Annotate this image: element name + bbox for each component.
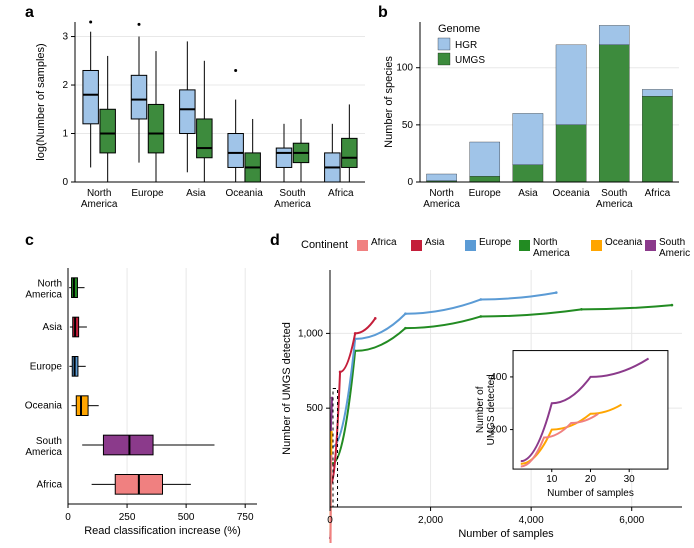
svg-text:1,000: 1,000 bbox=[298, 328, 323, 339]
svg-text:Oceania: Oceania bbox=[552, 188, 590, 199]
svg-text:50: 50 bbox=[402, 120, 414, 131]
svg-text:0: 0 bbox=[65, 512, 71, 523]
panel-b-chart: 0 50 100 NorthAmerica Europe Asia Oceania South… bbox=[380, 10, 685, 220]
svg-text:Europe: Europe bbox=[479, 238, 512, 248]
svg-text:Number of samples: Number of samples bbox=[458, 528, 554, 540]
svg-text:Africa: Africa bbox=[645, 188, 671, 199]
svg-text:Oceania: Oceania bbox=[25, 401, 63, 412]
svg-text:10: 10 bbox=[546, 474, 558, 485]
svg-text:SouthAmerica: SouthAmerica bbox=[274, 188, 311, 210]
svg-text:Genome: Genome bbox=[438, 23, 480, 35]
svg-text:Europe: Europe bbox=[469, 188, 502, 199]
svg-text:Asia: Asia bbox=[186, 188, 206, 199]
svg-text:Africa: Africa bbox=[328, 188, 354, 199]
svg-text:NorthAmerica: NorthAmerica bbox=[81, 188, 118, 210]
svg-text:SouthAmerica: SouthAmerica bbox=[659, 238, 690, 259]
svg-text:SouthAmerica: SouthAmerica bbox=[596, 188, 633, 210]
svg-text:Oceania: Oceania bbox=[226, 188, 264, 199]
svg-text:Oceania: Oceania bbox=[605, 238, 643, 248]
svg-text:Europe: Europe bbox=[30, 361, 63, 372]
svg-text:750: 750 bbox=[237, 512, 254, 523]
svg-text:500: 500 bbox=[306, 403, 323, 414]
svg-text:Read classification increase (: Read classification increase (%) bbox=[84, 525, 241, 537]
svg-text:Africa: Africa bbox=[371, 238, 397, 248]
svg-text:100: 100 bbox=[396, 63, 413, 74]
svg-text:Number of samples: Number of samples bbox=[547, 488, 634, 499]
svg-text:Europe: Europe bbox=[131, 188, 164, 199]
svg-text:Number of species: Number of species bbox=[383, 56, 395, 148]
svg-text:SouthAmerica: SouthAmerica bbox=[25, 436, 62, 458]
svg-text:1: 1 bbox=[62, 129, 68, 140]
svg-text:NorthAmerica: NorthAmerica bbox=[25, 279, 62, 301]
svg-text:Continent: Continent bbox=[301, 239, 348, 251]
svg-text:2,000: 2,000 bbox=[418, 515, 443, 526]
panel-d-chart: Continent Africa Asia Europe NorthAmerica Oce… bbox=[275, 238, 690, 543]
panel-a-chart: 0 1 2 3 NorthAmerica Europe Asia Oceania SouthAm… bbox=[30, 10, 370, 220]
svg-text:0: 0 bbox=[62, 177, 68, 188]
svg-text:0: 0 bbox=[327, 515, 333, 526]
panel-c-chart: 0 250 500 750 NorthAmerica Asia Europe Oceania S… bbox=[10, 260, 265, 540]
svg-text:6,000: 6,000 bbox=[619, 515, 644, 526]
svg-text:20: 20 bbox=[585, 474, 597, 485]
svg-text:Asia: Asia bbox=[425, 238, 445, 248]
svg-text:0: 0 bbox=[407, 177, 413, 188]
svg-text:log(Number of samples): log(Number of samples) bbox=[35, 43, 47, 160]
svg-text:Africa: Africa bbox=[36, 479, 62, 490]
svg-text:500: 500 bbox=[178, 512, 195, 523]
svg-text:HGR: HGR bbox=[455, 40, 477, 51]
svg-text:Number ofUMGS detected: Number ofUMGS detected bbox=[475, 374, 497, 445]
panel-c-label: c bbox=[25, 232, 34, 250]
svg-text:250: 250 bbox=[119, 512, 136, 523]
svg-text:NorthAmerica: NorthAmerica bbox=[533, 238, 570, 259]
svg-text:30: 30 bbox=[624, 474, 636, 485]
svg-text:UMGS: UMGS bbox=[455, 55, 485, 66]
svg-text:Asia: Asia bbox=[518, 188, 538, 199]
svg-text:Asia: Asia bbox=[43, 322, 63, 333]
svg-text:3: 3 bbox=[62, 32, 68, 43]
svg-text:Number of UMGS detected: Number of UMGS detected bbox=[281, 322, 293, 455]
svg-text:NorthAmerica: NorthAmerica bbox=[423, 188, 460, 210]
svg-text:4,000: 4,000 bbox=[519, 515, 544, 526]
svg-text:2: 2 bbox=[62, 80, 68, 91]
